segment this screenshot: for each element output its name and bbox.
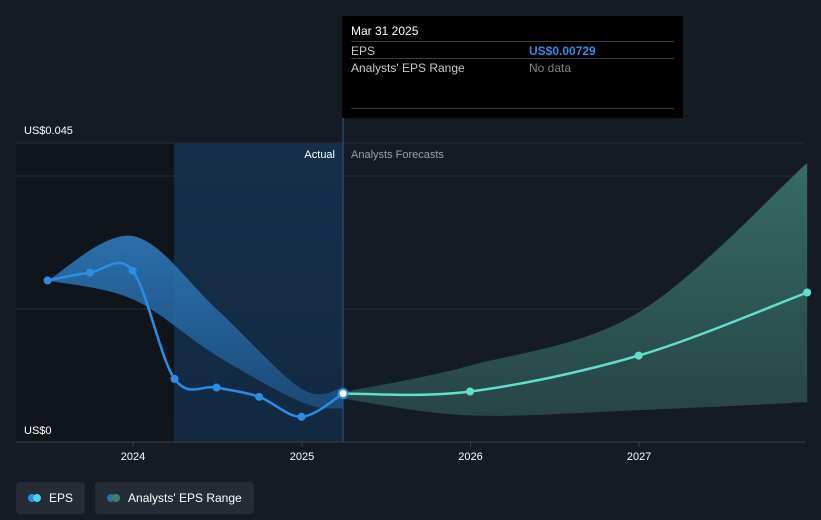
actual-label: Actual	[304, 149, 335, 161]
legend-range-button[interactable]: Analysts' EPS Range	[95, 482, 254, 514]
tooltip-divider	[351, 108, 674, 109]
tooltip-row-range: Analysts' EPS Range No data	[351, 58, 674, 76]
eps-point[interactable]	[212, 383, 221, 392]
y-label-bottom: US$0	[24, 425, 52, 437]
legend-range-label: Analysts' EPS Range	[128, 491, 242, 505]
x-tick-label: 2027	[627, 451, 651, 463]
eps-point[interactable]	[297, 412, 306, 421]
tooltip-row-eps: EPS US$0.00729	[351, 41, 674, 59]
legend-eps-label: EPS	[49, 491, 74, 505]
forecast-point[interactable]	[803, 288, 812, 297]
eps-point[interactable]	[86, 268, 95, 277]
eps-point[interactable]	[43, 276, 52, 285]
past-range-area	[47, 235, 344, 409]
forecast-range-area	[343, 162, 808, 416]
eps-forecast-line	[343, 291, 808, 397]
eps-line	[47, 261, 344, 419]
forecast-point[interactable]	[466, 387, 475, 396]
tooltip: Mar 31 2025 EPS US$0.00729 Analysts' EPS…	[342, 16, 683, 118]
forecast-label: Analysts Forecasts	[351, 149, 444, 161]
tooltip-eps-label: EPS	[351, 44, 376, 58]
tooltip-date: Mar 31 2025	[351, 24, 419, 38]
highlight-region	[174, 143, 343, 442]
eps-point[interactable]	[255, 392, 264, 401]
forecast-point[interactable]	[634, 351, 643, 360]
y-label-top: US$0.045	[24, 125, 73, 137]
eps-swatch-icon	[28, 494, 41, 502]
tooltip-range-value: No data	[529, 61, 572, 75]
tooltip-eps-value: US$0.00729	[529, 44, 596, 58]
x-tick-label: 2026	[458, 451, 482, 463]
x-tick-label: 2024	[121, 451, 145, 463]
eps-point-current[interactable]	[337, 388, 349, 400]
legend: EPS Analysts' EPS Range	[16, 482, 254, 514]
eps-point[interactable]	[128, 266, 137, 275]
tooltip-range-label: Analysts' EPS Range	[351, 61, 465, 75]
range-swatch-icon	[107, 494, 121, 502]
x-tick-label: 2025	[290, 451, 314, 463]
eps-point[interactable]	[170, 374, 179, 383]
legend-eps-button[interactable]: EPS	[16, 482, 86, 514]
